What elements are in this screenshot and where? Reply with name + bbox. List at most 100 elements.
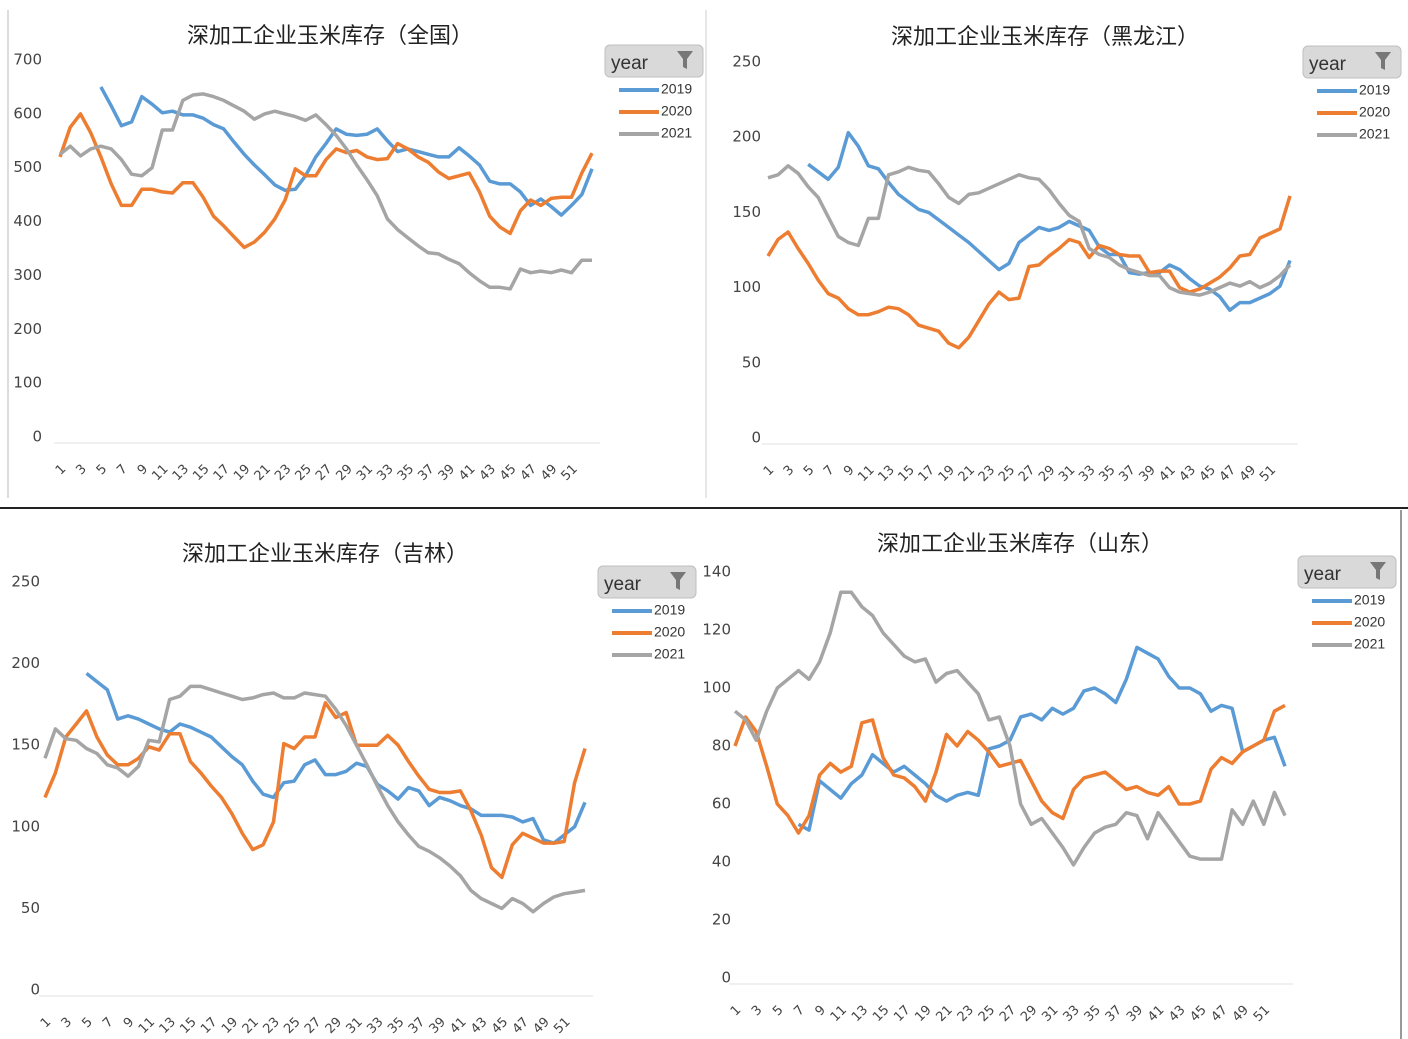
x-tick-label: 7 — [114, 462, 130, 478]
x-tick-label: 27 — [313, 462, 335, 484]
x-tick-label: 25 — [281, 1015, 303, 1037]
x-tick-label: 15 — [177, 1015, 199, 1037]
legend-title: year — [604, 574, 642, 595]
x-tick-label: 17 — [198, 1015, 220, 1037]
x-tick-label: 49 — [538, 462, 560, 484]
x-tick-label: 1 — [53, 462, 69, 478]
x-tick-label: 7 — [821, 463, 837, 479]
x-tick-label: 29 — [1018, 1003, 1040, 1025]
x-tick-label: 51 — [551, 1015, 573, 1037]
x-tick-label: 31 — [1039, 1003, 1061, 1025]
x-tick-label: 9 — [841, 463, 857, 479]
x-tick-label: 23 — [976, 463, 998, 485]
legend-label: 2020 — [661, 103, 692, 119]
x-tick-label: 45 — [1187, 1003, 1209, 1025]
x-tick-label: 11 — [828, 1003, 850, 1025]
chart-title: 深加工企业玉米库存（吉林） — [182, 542, 468, 567]
series-line — [43, 701, 587, 880]
y-tick-label: 50 — [21, 899, 40, 917]
series-line — [58, 92, 592, 291]
x-tick-label: 51 — [1251, 1003, 1273, 1025]
x-tick-label: 43 — [468, 1015, 490, 1037]
y-tick-label: 0 — [721, 969, 731, 987]
x-tick-label: 13 — [849, 1003, 871, 1025]
legend-label: 2021 — [1354, 636, 1385, 652]
x-tick-label: 49 — [1230, 1003, 1252, 1025]
y-tick-label: 0 — [751, 429, 761, 447]
filter-icon — [670, 572, 686, 590]
x-tick-label: 19 — [231, 462, 253, 484]
x-tick-label: 11 — [855, 463, 877, 485]
legend-title: year — [611, 53, 649, 74]
legend-label: 2021 — [661, 125, 692, 141]
x-tick-label: 39 — [1124, 1003, 1146, 1025]
y-tick-label: 20 — [712, 911, 731, 929]
x-tick-label: 7 — [100, 1015, 116, 1031]
x-tick-label: 41 — [456, 462, 478, 484]
x-tick-label: 21 — [240, 1015, 262, 1037]
x-tick-label: 39 — [427, 1015, 449, 1037]
x-tick-label: 9 — [135, 462, 151, 478]
x-tick-label: 35 — [385, 1015, 407, 1037]
x-tick-label: 9 — [121, 1015, 137, 1031]
x-tick-label: 31 — [344, 1015, 366, 1037]
x-tick-label: 39 — [1136, 463, 1158, 485]
series-line — [797, 645, 1287, 832]
x-tick-label: 3 — [781, 463, 797, 479]
x-tick-label: 13 — [157, 1015, 179, 1037]
x-tick-label: 5 — [770, 1003, 786, 1019]
y-tick-label: 100 — [11, 817, 40, 835]
x-tick-label: 37 — [415, 462, 437, 484]
x-tick-label: 3 — [59, 1015, 75, 1031]
x-tick-label: 17 — [211, 462, 233, 484]
x-tick-label: 13 — [875, 463, 897, 485]
x-tick-label: 11 — [136, 1015, 158, 1037]
x-tick-label: 27 — [302, 1015, 324, 1037]
x-tick-label: 49 — [1237, 463, 1259, 485]
legend-label: 2020 — [654, 624, 685, 640]
x-tick-label: 15 — [896, 463, 918, 485]
filter-icon — [677, 51, 693, 69]
x-tick-label: 35 — [1082, 1003, 1104, 1025]
x-tick-label: 3 — [749, 1003, 765, 1019]
x-tick-label: 45 — [1197, 463, 1219, 485]
y-tick-label: 100 — [702, 679, 731, 697]
y-tick-label: 100 — [13, 374, 42, 392]
x-tick-label: 1 — [728, 1003, 744, 1019]
x-tick-label: 7 — [791, 1003, 807, 1019]
x-tick-label: 25 — [976, 1003, 998, 1025]
x-tick-label: 5 — [801, 463, 817, 479]
x-tick-label: 47 — [1217, 463, 1239, 485]
x-tick-label: 31 — [1056, 463, 1078, 485]
x-tick-label: 37 — [406, 1015, 428, 1037]
series-line — [767, 164, 1292, 297]
x-tick-label: 45 — [497, 462, 519, 484]
filter-icon — [1375, 52, 1391, 70]
x-tick-label: 31 — [354, 462, 376, 484]
x-tick-label: 51 — [1257, 463, 1279, 485]
x-tick-label: 35 — [395, 462, 417, 484]
y-tick-label: 120 — [702, 621, 731, 639]
x-tick-label: 47 — [518, 462, 540, 484]
x-tick-label: 51 — [559, 462, 581, 484]
x-tick-label: 19 — [936, 463, 958, 485]
x-tick-label: 43 — [477, 462, 499, 484]
x-tick-label: 29 — [333, 462, 355, 484]
x-tick-label: 37 — [1116, 463, 1138, 485]
y-tick-label: 250 — [11, 573, 40, 591]
x-tick-label: 27 — [1016, 463, 1038, 485]
x-tick-label: 43 — [1177, 463, 1199, 485]
y-tick-label: 0 — [32, 428, 42, 446]
y-tick-label: 250 — [732, 53, 761, 71]
legend-label: 2019 — [661, 81, 692, 97]
x-tick-label: 47 — [1209, 1003, 1231, 1025]
series-line — [43, 684, 586, 914]
y-tick-label: 80 — [712, 737, 731, 755]
legend-label: 2019 — [1354, 592, 1385, 608]
x-tick-label: 29 — [1036, 463, 1058, 485]
x-tick-label: 3 — [73, 462, 89, 478]
x-tick-label: 15 — [190, 462, 212, 484]
x-tick-label: 11 — [149, 462, 171, 484]
y-tick-label: 60 — [712, 795, 731, 813]
x-tick-label: 21 — [934, 1003, 956, 1025]
